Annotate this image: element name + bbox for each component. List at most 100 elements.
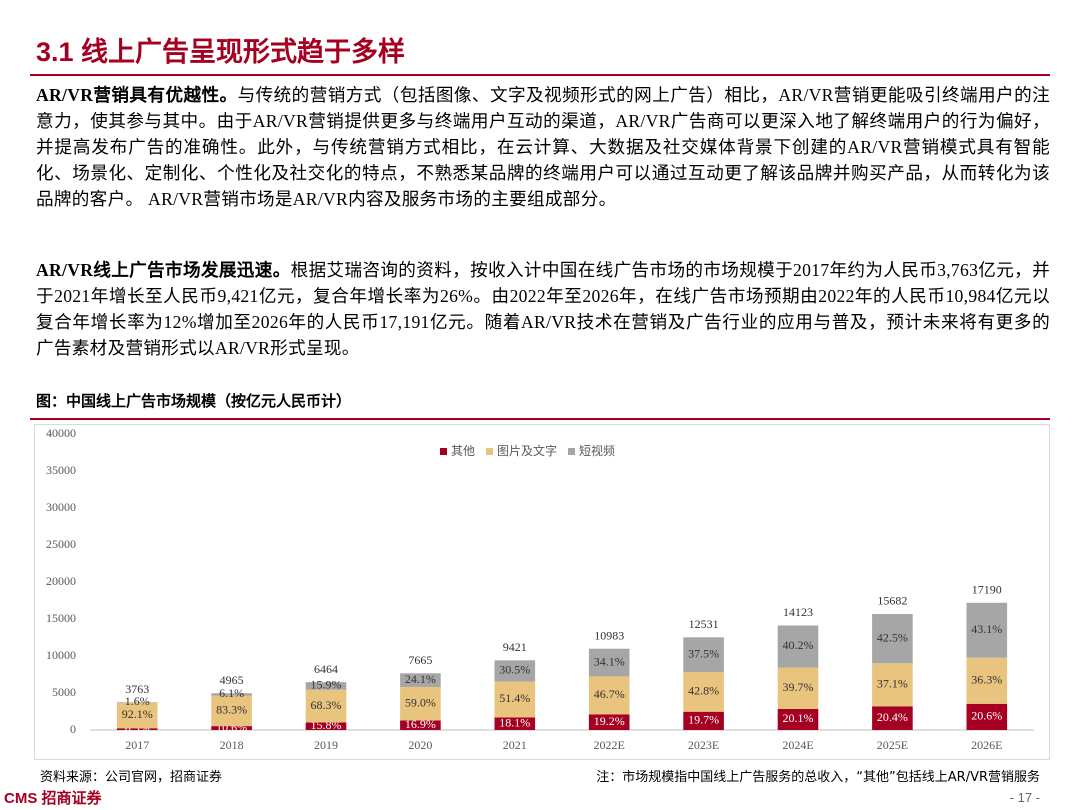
y-tick-label: 0 bbox=[70, 722, 76, 736]
y-tick-label: 10000 bbox=[46, 648, 76, 662]
y-tick-label: 35000 bbox=[46, 463, 76, 477]
total-label: 14123 bbox=[783, 605, 813, 619]
x-tick-label: 2022E bbox=[594, 738, 625, 752]
value-label: 51.4% bbox=[499, 691, 530, 705]
value-label: 68.3% bbox=[311, 698, 342, 712]
value-label: 43.1% bbox=[971, 622, 1002, 636]
bar-segment bbox=[966, 657, 1008, 704]
bar-segment bbox=[211, 693, 252, 696]
total-label: 3763 bbox=[125, 682, 149, 696]
total-label: 17190 bbox=[972, 583, 1002, 597]
paragraph-lead: AR/VR线上广告市场发展迅速。 bbox=[36, 260, 291, 280]
x-tick-label: 2026E bbox=[971, 738, 1002, 752]
total-label: 6464 bbox=[314, 662, 338, 676]
paragraph-text: 与传统的营销方式（包括图像、文字及视频形式的网上广告）相比，AR/VR营销更能吸… bbox=[36, 85, 1050, 209]
bar-segment bbox=[400, 720, 441, 730]
bar-segment bbox=[683, 711, 724, 730]
chart: 0 5000 10000 15000 20000 25000 30000 35000 40000… bbox=[34, 424, 1050, 760]
value-label: 36.3% bbox=[971, 672, 1002, 686]
bar-segment bbox=[211, 695, 252, 727]
value-label: 37.5% bbox=[688, 646, 719, 660]
y-tick-label: 15000 bbox=[46, 611, 76, 625]
value-label: 30.5% bbox=[499, 663, 530, 677]
x-tick-label: 2025E bbox=[877, 738, 908, 752]
y-tick-label: 5000 bbox=[52, 685, 76, 699]
x-tick-label: 2024E bbox=[782, 738, 813, 752]
value-label: 1.6% bbox=[125, 694, 150, 708]
legend-label: 其他 bbox=[451, 444, 475, 458]
value-label: 42.5% bbox=[877, 630, 908, 644]
value-label: 20.4% bbox=[877, 710, 908, 724]
value-label: 40.2% bbox=[783, 638, 814, 652]
bar-segment bbox=[588, 648, 630, 677]
title-rule bbox=[30, 74, 1050, 76]
value-label: 42.8% bbox=[688, 684, 719, 698]
bar-segment bbox=[588, 676, 630, 715]
bar-segment bbox=[777, 667, 819, 709]
y-tick-label: 30000 bbox=[46, 500, 76, 514]
x-tick-label: 2020 bbox=[408, 738, 432, 752]
value-label: 46.7% bbox=[594, 687, 625, 701]
bar-segment bbox=[872, 613, 913, 664]
bar-segment bbox=[777, 708, 819, 730]
page-number: - 17 - bbox=[1009, 790, 1040, 805]
y-tick-label: 40000 bbox=[46, 426, 76, 440]
paragraph-text: 根据艾瑞咨询的资料，按收入计中国在线广告市场的市场规模于2017年约为人民币3,… bbox=[36, 260, 1050, 358]
bar-segment bbox=[966, 703, 1008, 730]
bar-segment bbox=[305, 722, 347, 730]
total-label: 12531 bbox=[689, 617, 719, 631]
value-label: 39.7% bbox=[783, 680, 814, 694]
bar-segment bbox=[872, 706, 913, 730]
bar-segment bbox=[116, 728, 158, 730]
total-label: 7665 bbox=[408, 653, 432, 667]
value-label: 6.1% bbox=[219, 686, 244, 700]
paragraph-lead: AR/VR营销具有优越性。 bbox=[36, 85, 238, 105]
legend-swatch bbox=[440, 448, 447, 455]
value-label: 92.1% bbox=[122, 707, 153, 721]
bar-segment bbox=[683, 637, 724, 673]
paragraph: AR/VR营销具有优越性。与传统的营销方式（包括图像、文字及视频形式的网上广告）… bbox=[36, 82, 1050, 212]
legend-swatch bbox=[568, 448, 576, 455]
brand: CMS 招商证券 bbox=[4, 790, 102, 807]
x-tick-label: 2019 bbox=[314, 738, 338, 752]
value-label: 37.1% bbox=[877, 677, 908, 691]
chart-frame bbox=[34, 424, 1050, 760]
bar-segment bbox=[588, 714, 630, 730]
note: 注：市场规模指中国线上广告服务的总收入，“其他”包括线上AR/VR营销服务 bbox=[596, 770, 1040, 785]
total-label: 10983 bbox=[594, 628, 624, 642]
x-tick-label: 2018 bbox=[220, 738, 244, 752]
bar-segment bbox=[211, 726, 252, 730]
value-label: 59.0% bbox=[405, 695, 436, 709]
x-tick-label: 2021 bbox=[503, 738, 527, 752]
bar-segment bbox=[683, 672, 724, 712]
legend-label: 图片及文字 bbox=[497, 443, 557, 458]
value-label: 24.1% bbox=[405, 672, 436, 686]
value-label: 16.9% bbox=[405, 717, 436, 731]
y-tick-label: 25000 bbox=[46, 537, 76, 551]
paragraph: AR/VR线上广告市场发展迅速。根据艾瑞咨询的资料，按收入计中国在线广告市场的市… bbox=[36, 257, 1050, 361]
source: 资料来源：公司官网，招商证券 bbox=[40, 770, 223, 785]
value-label: 20.6% bbox=[971, 709, 1002, 723]
value-label: 19.7% bbox=[688, 713, 719, 727]
total-label: 9421 bbox=[503, 640, 527, 654]
caption-rule bbox=[30, 418, 1050, 420]
value-label: 83.3% bbox=[216, 703, 247, 717]
x-tick-label: 2017 bbox=[125, 738, 149, 752]
legend-swatch bbox=[486, 448, 494, 455]
y-tick-label: 20000 bbox=[46, 574, 76, 588]
x-tick-label: 2023E bbox=[688, 738, 719, 752]
bar-segment bbox=[494, 660, 536, 682]
value-label: 20.1% bbox=[783, 711, 814, 725]
legend-label: 短视频 bbox=[579, 443, 615, 458]
bar-segment bbox=[400, 673, 441, 687]
bar-segment bbox=[305, 682, 347, 690]
bar-segment bbox=[966, 602, 1008, 658]
bar-segment bbox=[494, 717, 536, 730]
value-label: 18.1% bbox=[499, 715, 530, 729]
bar-segment bbox=[777, 625, 819, 668]
value-label: 15.9% bbox=[311, 678, 342, 692]
value-label: 19.2% bbox=[594, 714, 625, 728]
bar-segment bbox=[305, 689, 347, 723]
section-title: 3.1 线上广告呈现形式趋于多样 bbox=[36, 37, 406, 67]
